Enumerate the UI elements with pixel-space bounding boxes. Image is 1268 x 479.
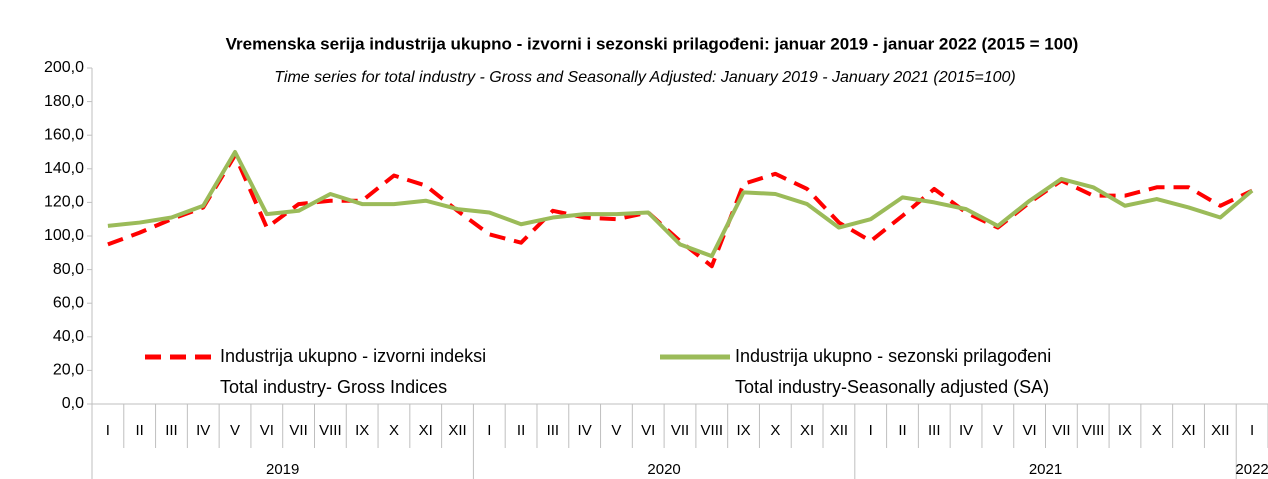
x-tick-label: VIII bbox=[701, 422, 724, 439]
x-tick-label: IX bbox=[1118, 422, 1132, 439]
x-tick-label: II bbox=[898, 422, 906, 439]
y-tick-label: 100,0 bbox=[44, 227, 84, 244]
x-tick-label: IV bbox=[196, 422, 210, 439]
y-tick-label: 0,0 bbox=[62, 395, 84, 412]
x-tick-label: VII bbox=[1052, 422, 1070, 439]
legend-label-en: Total industry- Gross Indices bbox=[220, 377, 447, 397]
x-tick-label: I bbox=[1250, 422, 1254, 439]
year-label: 2022 bbox=[1235, 461, 1268, 478]
y-tick-label: 120,0 bbox=[44, 194, 84, 211]
x-tick-label: VII bbox=[671, 422, 689, 439]
x-tick-label: III bbox=[928, 422, 941, 439]
x-tick-label: IV bbox=[959, 422, 973, 439]
y-tick-label: 80,0 bbox=[53, 261, 84, 278]
x-tick-label: VIII bbox=[319, 422, 342, 439]
year-label: 2021 bbox=[1029, 461, 1062, 478]
x-tick-label: VIII bbox=[1082, 422, 1105, 439]
x-tick-label: V bbox=[611, 422, 621, 439]
x-tick-label: IX bbox=[736, 422, 750, 439]
legend-label: Industrija ukupno - sezonski prilagođeni bbox=[735, 346, 1051, 366]
x-tick-label: XI bbox=[1181, 422, 1195, 439]
x-tick-label: X bbox=[770, 422, 780, 439]
legend-label-en: Total industry-Seasonally adjusted (SA) bbox=[735, 377, 1049, 397]
y-tick-label: 160,0 bbox=[44, 126, 84, 143]
x-tick-label: I bbox=[869, 422, 873, 439]
x-tick-label: III bbox=[547, 422, 560, 439]
x-tick-label: II bbox=[517, 422, 525, 439]
x-tick-label: IX bbox=[355, 422, 369, 439]
x-tick-label: III bbox=[165, 422, 178, 439]
x-tick-label: X bbox=[389, 422, 399, 439]
chart-title: Vremenska serija industrija ukupno - izv… bbox=[226, 34, 1079, 53]
x-tick-label: X bbox=[1152, 422, 1162, 439]
x-tick-label: V bbox=[230, 422, 240, 439]
x-tick-label: XII bbox=[830, 422, 848, 439]
year-label: 2019 bbox=[266, 461, 299, 478]
year-label: 2020 bbox=[647, 461, 680, 478]
chart-subtitle: Time series for total industry - Gross a… bbox=[274, 69, 1015, 86]
x-tick-label: VI bbox=[260, 422, 274, 439]
y-tick-label: 140,0 bbox=[44, 160, 84, 177]
legend-label: Industrija ukupno - izvorni indeksi bbox=[220, 346, 486, 366]
x-tick-label: I bbox=[487, 422, 491, 439]
y-tick-label: 20,0 bbox=[53, 362, 84, 379]
x-tick-label: II bbox=[136, 422, 144, 439]
x-tick-label: VI bbox=[641, 422, 655, 439]
series-line bbox=[107, 153, 1253, 269]
y-tick-label: 180,0 bbox=[44, 93, 84, 110]
x-tick-label: XI bbox=[800, 422, 814, 439]
x-tick-label: I bbox=[106, 422, 110, 439]
series-line bbox=[107, 150, 1254, 259]
x-tick-label: IV bbox=[578, 422, 592, 439]
x-tick-label: V bbox=[993, 422, 1003, 439]
y-tick-label: 60,0 bbox=[53, 294, 84, 311]
y-tick-label: 200,0 bbox=[44, 59, 84, 76]
y-tick-label: 40,0 bbox=[53, 328, 84, 345]
x-tick-label: VI bbox=[1023, 422, 1037, 439]
x-tick-label: XII bbox=[1211, 422, 1229, 439]
x-tick-label: XI bbox=[419, 422, 433, 439]
x-tick-label: XII bbox=[448, 422, 466, 439]
x-tick-label: VII bbox=[289, 422, 307, 439]
